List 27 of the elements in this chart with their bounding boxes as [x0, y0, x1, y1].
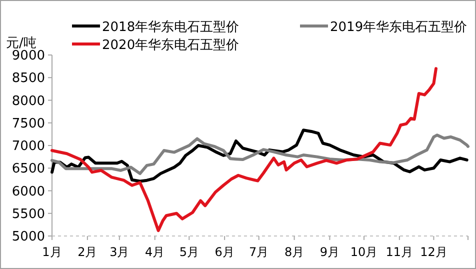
- y-tick-label: 7000: [12, 139, 45, 154]
- legend-label: 2020年华东电石五型价: [102, 38, 240, 53]
- x-tick-label: 8月: [284, 245, 304, 259]
- y-tick-label: 5000: [12, 230, 45, 244]
- line-series: [50, 67, 438, 232]
- y-tick-label: 7500: [12, 116, 45, 132]
- x-tick-label: 6月: [214, 245, 234, 259]
- legend-label: 2018年华东电石五型价: [102, 20, 240, 35]
- x-tick-label: 3月: [110, 245, 130, 259]
- x-tick-label: 10月: [350, 245, 378, 259]
- y-tick-label: 6000: [12, 184, 45, 200]
- y-axis-title: 元/吨: [6, 36, 36, 51]
- x-tick-label: 7月: [249, 245, 269, 259]
- y-tick-label: 9000: [12, 48, 45, 64]
- x-tick-label: 4月: [145, 245, 165, 259]
- line-series: [50, 134, 470, 176]
- x-tick-label: 11月: [386, 245, 414, 259]
- x-tick-label: 2月: [78, 245, 98, 259]
- y-tick-label: 8000: [12, 94, 45, 109]
- x-tick-label: 9月: [320, 245, 340, 259]
- legend-label: 2019年华东电石五型价: [330, 20, 468, 35]
- y-tick-label: 5500: [12, 206, 45, 222]
- x-tick-label: 12月: [420, 245, 448, 259]
- y-tick-label: 6500: [12, 162, 45, 177]
- x-tick-label: 5月: [179, 245, 199, 259]
- x-tick-label: 1月: [42, 245, 62, 259]
- y-tick-label: 8500: [12, 71, 45, 86]
